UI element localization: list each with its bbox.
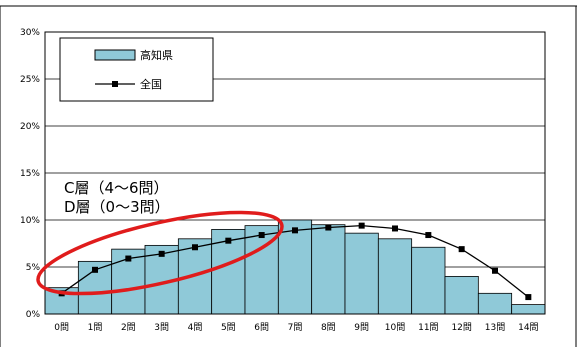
line-point (192, 244, 198, 251)
y-tick-labels: 0% 5% 10% 15% 20% 25% 30% (20, 28, 40, 320)
legend-box (59, 37, 214, 102)
bar (277, 219, 313, 315)
line-point (158, 250, 165, 257)
line-point (125, 255, 132, 262)
bar (477, 292, 513, 315)
bar (377, 238, 413, 315)
legend-label-bar: 高知県 (140, 48, 173, 62)
bar (411, 246, 446, 315)
x-tick-label: 11問 (418, 322, 438, 333)
x-tick-label: 1問 (88, 322, 103, 333)
x-tick-label: 14問 (518, 322, 538, 333)
x-tick-label: 13問 (485, 322, 505, 333)
line-point (392, 225, 398, 232)
plot-frame (44, 31, 546, 315)
legend-bar-swatch (94, 49, 136, 61)
x-tick-label: 3問 (154, 322, 169, 333)
x-tick-label: 5問 (221, 322, 236, 333)
legend-label-line: 全国 (140, 77, 162, 91)
x-tick-label: 9問 (354, 322, 369, 333)
line-point (258, 232, 265, 239)
x-tick-label: 2問 (121, 322, 136, 333)
line-point (325, 224, 332, 231)
x-tick-label: 7問 (288, 322, 303, 333)
y-tick-label: 5% (26, 263, 41, 273)
y-tick-label: 0% (26, 310, 41, 320)
y-tick-label: 25% (20, 75, 40, 85)
x-tick-label: 12問 (451, 322, 471, 333)
y-tick-label: 10% (20, 216, 40, 226)
x-tick-label: 4問 (188, 322, 203, 333)
line-series-group (58, 222, 532, 301)
highlight-ellipse (36, 210, 284, 296)
bar (311, 224, 346, 315)
x-tick-labels: 0問 1問 2問 3問 4問 5問 6問 7問 8問 9問 10問 11問 12問 13問 14問 (54, 322, 538, 333)
line-point (92, 266, 98, 273)
x-tick-label: 0問 (54, 322, 69, 333)
bar (344, 232, 379, 315)
legend: 高知県 全国 (59, 37, 214, 102)
y-tick-label: 30% (20, 28, 40, 38)
x-tick-label: 10問 (385, 322, 405, 333)
line-point (525, 294, 532, 301)
legend-line-marker (112, 81, 118, 87)
bar (511, 304, 546, 315)
line-point (492, 267, 498, 274)
line-point (225, 237, 232, 244)
line-point (358, 222, 365, 229)
y-tick-label: 20% (20, 122, 40, 132)
annotation-d-layer: D層（0～3問） (64, 198, 170, 216)
bar (444, 275, 479, 315)
x-tick-label: 8問 (321, 322, 336, 333)
line-point (458, 246, 465, 253)
y-tick-label: 15% (20, 169, 40, 179)
annotation-c-layer: C層（4～6問） (64, 179, 169, 197)
plot-area-border (44, 31, 546, 315)
x-tick-label: 6問 (254, 322, 269, 333)
line-point (292, 227, 298, 234)
line-point (425, 232, 432, 239)
